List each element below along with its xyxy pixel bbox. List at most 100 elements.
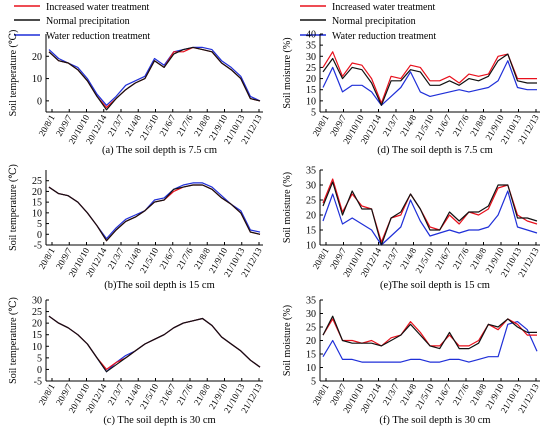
y-tick-label: -5 xyxy=(34,377,42,388)
y-tick-label: 30 xyxy=(306,309,316,320)
series-line-increased xyxy=(322,51,537,104)
y-tick-label: -5 xyxy=(34,241,42,252)
x-tick-label: 21/7/6 xyxy=(175,113,195,138)
y-tick-label: 10 xyxy=(306,96,316,107)
y-tick-label: 20 xyxy=(306,74,316,85)
y-tick-label: 5 xyxy=(37,353,42,364)
y-tick-label: 25 xyxy=(32,176,42,187)
legend-left: Increased water treatment Normal precipi… xyxy=(14,2,150,42)
x-tick-label: 21/5/10 xyxy=(413,382,436,411)
legend-label-increased-right: Increased water treatment xyxy=(332,2,435,13)
chart-panel-4: -505101520253020/8/120/9/720/10/1020/12/… xyxy=(8,296,264,427)
x-tick-label: 21/7/6 xyxy=(451,113,471,138)
y-tick-label: 0 xyxy=(37,365,42,376)
panel-caption: (f) The soil depth is 30 cm xyxy=(379,415,490,426)
y-axis-label: Soil temperature (℃) xyxy=(8,30,19,117)
x-tick-label: 21/3/7 xyxy=(381,382,401,407)
x-tick-label: 21/6/7 xyxy=(433,113,453,138)
y-tick-label: 10 xyxy=(306,241,316,252)
y-axis-label: Soil temperature (℃) xyxy=(8,164,19,251)
x-tick-label: 21/6/7 xyxy=(433,382,453,407)
panel-caption: (b)The soil depth is 15 cm xyxy=(104,280,215,291)
panel-caption: (a) The soil depth is 7.5 cm xyxy=(102,145,217,156)
x-tick-label: 21/6/7 xyxy=(433,246,453,271)
y-tick-label: 0 xyxy=(37,96,42,107)
series-line-normal xyxy=(48,184,261,242)
x-tick-label: 21/7/6 xyxy=(451,382,471,407)
y-tick-label: 15 xyxy=(32,198,42,209)
y-tick-label: 20 xyxy=(32,52,42,63)
y-tick-label: 15 xyxy=(306,226,316,237)
series-line-normal xyxy=(322,53,537,106)
y-axis-label: Soil moisture (%) xyxy=(282,37,293,108)
y-tick-label: 25 xyxy=(306,196,316,207)
y-tick-label: 5 xyxy=(311,377,316,388)
panel-caption: (e)The soil depth is 15 cm xyxy=(380,280,490,291)
chart-panel-5: 510152025303520/8/120/9/720/10/1020/12/1… xyxy=(282,296,541,427)
series-line-normal xyxy=(48,315,261,373)
x-tick-label: 21/5/10 xyxy=(138,246,161,275)
y-tick-label: 0 xyxy=(37,230,42,241)
x-tick-label: 21/3/7 xyxy=(106,382,126,407)
y-tick-label: 20 xyxy=(306,211,316,222)
legend-label-reduction-right: Water reduction treatment xyxy=(332,31,436,42)
x-tick-label: 21/5/10 xyxy=(413,113,436,142)
x-tick-label: 21/3/7 xyxy=(106,113,126,138)
y-tick-label: 15 xyxy=(306,85,316,96)
series-line-reduction xyxy=(48,315,261,373)
y-tick-label: 30 xyxy=(306,181,316,192)
series-line-reduction xyxy=(322,321,538,363)
y-axis-label: Soil moisture (%) xyxy=(282,172,293,243)
series-line-reduction xyxy=(322,190,538,246)
x-tick-label: 21/5/10 xyxy=(138,113,161,142)
series-line-increased xyxy=(48,315,261,370)
x-tick-label: 21/7/6 xyxy=(451,246,471,271)
y-tick-label: 5 xyxy=(311,108,316,119)
y-tick-label: 30 xyxy=(32,296,42,307)
x-tick-label: 21/7/6 xyxy=(175,382,195,407)
y-tick-label: 5 xyxy=(37,219,42,230)
series-line-normal xyxy=(322,181,538,246)
series-line-increased xyxy=(48,184,261,242)
x-tick-label: 21/6/7 xyxy=(157,246,177,271)
panel-caption: (c) The soil depth is 30 cm xyxy=(103,415,215,426)
x-tick-label: 21/5/10 xyxy=(138,382,161,411)
y-tick-label: 10 xyxy=(306,363,316,374)
legend-right: Increased water treatment Normal precipi… xyxy=(300,2,436,42)
x-tick-label: 21/6/7 xyxy=(157,382,177,407)
series-line-normal xyxy=(322,315,537,350)
x-tick-label: 21/6/7 xyxy=(157,113,177,138)
y-tick-label: 25 xyxy=(306,63,316,74)
y-tick-label: 15 xyxy=(32,330,42,341)
y-tick-label: 25 xyxy=(306,323,316,334)
legend-label-normal-right: Normal precipitation xyxy=(332,16,416,27)
y-tick-label: 35 xyxy=(306,296,316,307)
y-axis-label: Soil temperature (℃) xyxy=(8,297,19,384)
series-line-reduction xyxy=(48,46,261,106)
x-tick-label: 21/7/6 xyxy=(175,246,195,271)
x-tick-label: 21/3/7 xyxy=(381,246,401,271)
series-line-increased xyxy=(322,178,538,243)
x-tick-label: 20/8/1 xyxy=(37,113,57,138)
y-tick-label: 35 xyxy=(306,41,316,52)
x-tick-label: 21/5/10 xyxy=(413,246,436,275)
y-tick-label: 35 xyxy=(306,166,316,177)
series-line-increased xyxy=(48,46,261,109)
chart-panel-0: 0102020/8/120/9/720/10/1020/12/1421/3/72… xyxy=(8,30,264,156)
x-tick-label: 21/3/7 xyxy=(106,246,126,271)
chart-panel-1: 51015202530354020/8/120/9/720/10/1020/12… xyxy=(282,30,541,157)
y-tick-label: 25 xyxy=(32,307,42,318)
series-line-reduction xyxy=(48,182,261,240)
chart-panel-2: -5051015202520/8/120/9/720/10/1020/12/14… xyxy=(8,164,264,291)
y-tick-label: 10 xyxy=(32,342,42,353)
legend-label-normal: Normal precipitation xyxy=(46,16,130,27)
y-tick-label: 20 xyxy=(306,336,316,347)
series-line-normal xyxy=(48,46,261,111)
panel-caption: (d) The soil depth is 7.5 cm xyxy=(377,145,493,156)
y-tick-label: 40 xyxy=(306,30,316,41)
y-tick-label: 20 xyxy=(32,319,42,330)
y-tick-label: 20 xyxy=(32,187,42,198)
legend-label-increased: Increased water treatment xyxy=(46,2,149,13)
y-axis-label: Soil moisture (%) xyxy=(282,305,293,376)
